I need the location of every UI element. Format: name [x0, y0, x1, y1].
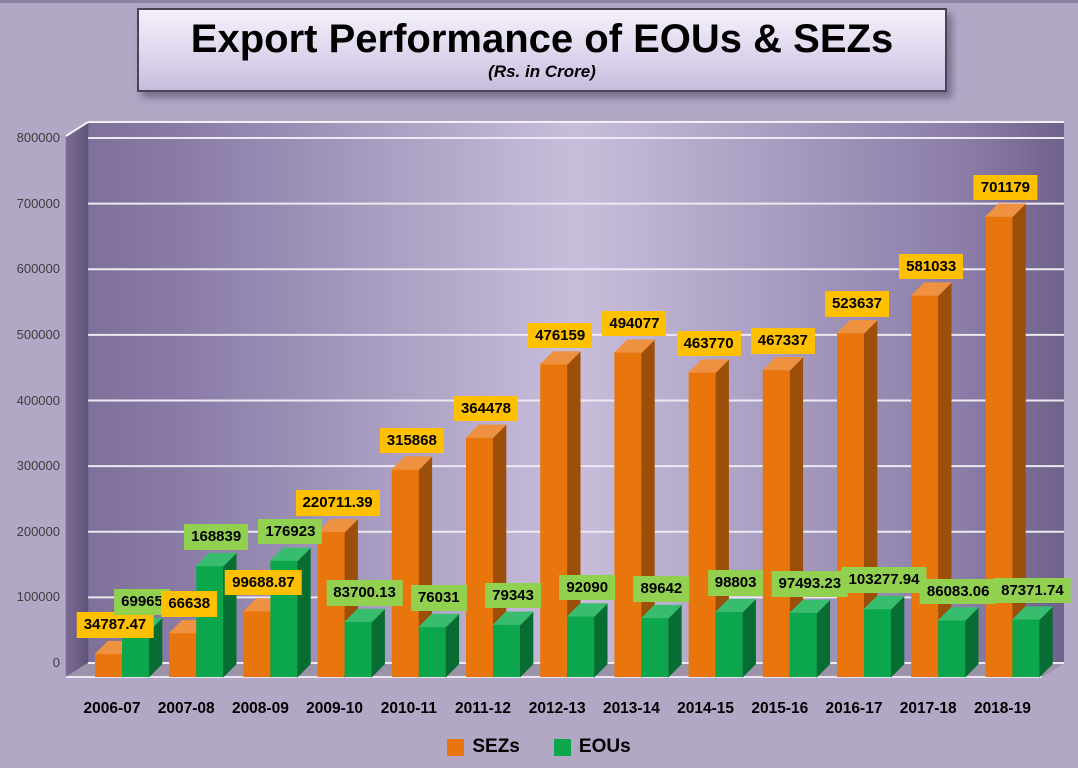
eous-bar-side — [890, 595, 905, 678]
eous-bar — [567, 616, 595, 677]
x-axis-category-label: 2015-16 — [751, 700, 809, 717]
chart-title-panel: Export Performance of EOUs & SEZs (Rs. i… — [137, 8, 947, 92]
sezs-bar — [169, 633, 197, 677]
eous-bar — [344, 622, 372, 677]
x-axis-category-label: 2016-17 — [825, 700, 883, 717]
eous-bar — [418, 627, 446, 677]
chart-title: Export Performance of EOUs & SEZs — [190, 17, 894, 61]
plot-left-wall — [65, 121, 89, 678]
eous-data-label: 87371.74 — [994, 577, 1071, 604]
y-axis-tick-label: 800000 — [16, 130, 60, 145]
sezs-bar — [688, 372, 716, 677]
sezs-bar — [95, 654, 122, 677]
legend-swatch-eous — [553, 738, 571, 756]
eous-bar — [715, 612, 743, 677]
legend-item-eous: EOUs — [553, 736, 631, 758]
x-axis-category-label: 2013-14 — [602, 700, 660, 717]
sezs-bar-side — [1012, 203, 1026, 678]
eous-bar — [493, 624, 520, 677]
eous-bar — [641, 618, 669, 677]
eous-data-label: 83700.13 — [326, 580, 403, 606]
eous-data-label: 86083.06 — [919, 578, 997, 604]
eous-data-label: 168839 — [184, 524, 249, 550]
eous-data-label: 103277.94 — [841, 567, 927, 593]
sezs-data-label: 476159 — [528, 322, 593, 349]
y-axis-tick-label: 400000 — [16, 392, 60, 408]
sezs-bar — [391, 469, 419, 677]
eous-bar-side — [742, 598, 756, 678]
x-axis-category-label: 2009-10 — [306, 700, 364, 717]
eous-data-label: 76031 — [410, 585, 467, 611]
sezs-data-label: 581033 — [899, 253, 964, 280]
sezs-bar — [540, 364, 568, 677]
sezs-data-label: 494077 — [602, 310, 667, 337]
eous-bar — [1012, 619, 1040, 677]
legend-swatch-sezs — [447, 738, 465, 756]
y-axis-tick-label: 100000 — [16, 589, 60, 605]
sezs-data-label: 364478 — [453, 395, 519, 422]
sezs-bar — [466, 437, 493, 677]
x-axis-category-label: 2007-08 — [157, 700, 215, 717]
y-axis-tick-label: 700000 — [16, 195, 60, 211]
sezs-bar — [985, 216, 1013, 677]
eous-bar — [864, 609, 891, 677]
sezs-bar — [837, 333, 864, 677]
x-axis-category-label: 2014-15 — [677, 700, 735, 717]
eous-data-label: 98803 — [707, 570, 764, 596]
eous-bar — [122, 631, 149, 677]
legend-item-sezs: SEZs — [447, 736, 520, 758]
x-axis-category-label: 2008-09 — [231, 700, 289, 717]
y-axis-tick-label: 600000 — [16, 261, 60, 277]
x-axis-category-label: 2012-13 — [528, 700, 586, 717]
eous-data-label: 69965 — [114, 589, 170, 615]
legend-label-sezs: SEZs — [472, 736, 520, 757]
wall-top-left-edge — [65, 121, 89, 137]
sezs-data-label: 467337 — [750, 328, 815, 354]
x-axis-category-label: 2011-12 — [454, 700, 512, 717]
y-axis-tick-label: 0 — [52, 655, 60, 670]
eous-bar-side — [297, 547, 311, 678]
page-top-edge — [0, 0, 1078, 3]
eous-bar — [938, 620, 966, 677]
legend-label-eous: EOUs — [578, 736, 631, 757]
sezs-data-label: 34787.47 — [76, 612, 154, 638]
eous-data-label: 176923 — [258, 518, 323, 545]
y-axis-tick-label: 200000 — [16, 523, 60, 539]
y-axis-tick-label: 500000 — [16, 326, 60, 342]
sezs-bar — [911, 295, 939, 677]
x-axis-category-label: 2006-07 — [83, 700, 141, 717]
sezs-data-label: 463770 — [676, 330, 741, 357]
eous-bar — [196, 566, 224, 677]
sezs-bar — [243, 611, 271, 677]
eous-data-label: 79343 — [485, 582, 541, 609]
x-axis-category-label: 2010-11 — [380, 700, 437, 717]
eous-data-label: 97493.23 — [771, 571, 849, 597]
sezs-data-label: 66638 — [161, 591, 218, 617]
sezs-bar — [762, 370, 790, 677]
sezs-data-label: 701179 — [973, 174, 1038, 201]
x-axis-category-label: 2017-18 — [899, 700, 957, 717]
sezs-data-label: 523637 — [824, 291, 890, 317]
eous-data-label: 89642 — [633, 576, 690, 602]
sezs-data-label: 220711.39 — [295, 490, 380, 516]
chart-subtitle: (Rs. in Crore) — [488, 62, 596, 81]
x-axis-category-label: 2018-19 — [973, 700, 1031, 717]
sezs-data-label: 315868 — [379, 427, 444, 454]
eous-bar-side — [816, 599, 831, 678]
eous-bar — [789, 613, 817, 677]
y-axis-tick-label: 300000 — [16, 458, 60, 474]
chart-legend: SEZs EOUs — [0, 736, 1078, 758]
eous-data-label: 92090 — [559, 574, 616, 601]
sezs-bar — [614, 352, 642, 677]
sezs-data-label: 99688.87 — [225, 569, 302, 596]
